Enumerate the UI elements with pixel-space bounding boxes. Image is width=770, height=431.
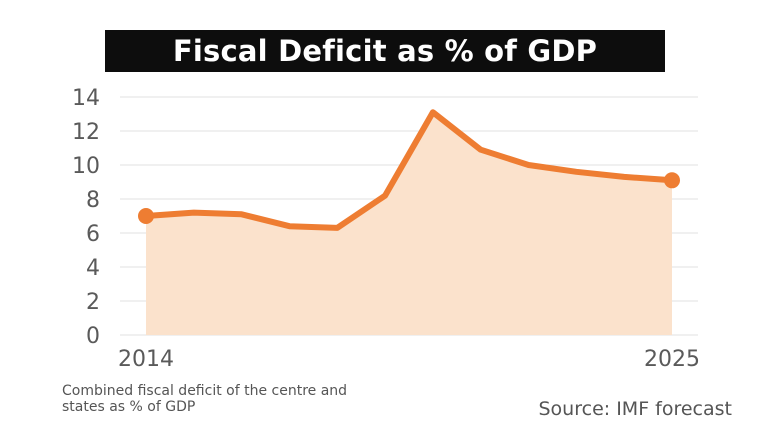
- y-tick-label: 10: [72, 154, 100, 179]
- y-tick-label: 0: [86, 324, 100, 349]
- deficit-line: [143, 109, 675, 231]
- endpoint-markers: [138, 172, 680, 224]
- y-tick-label: 6: [86, 222, 100, 247]
- chart-title: Fiscal Deficit as % of GDP: [105, 30, 665, 72]
- y-axis-ticks: 0 2 4 6 8 10 12 14: [72, 86, 100, 349]
- data-point-2014: [138, 208, 154, 224]
- x-tick-label: 2014: [118, 347, 174, 372]
- deficit-area: [146, 112, 672, 335]
- data-point-2025: [664, 172, 680, 189]
- y-tick-label: 12: [72, 120, 100, 145]
- y-tick-label: 4: [86, 256, 100, 281]
- source-note: Source: IMF forecast: [538, 398, 733, 420]
- y-tick-label: 14: [72, 86, 100, 111]
- x-axis-ticks: 2014 2025: [118, 347, 700, 372]
- y-tick-label: 2: [86, 290, 100, 315]
- y-tick-label: 8: [86, 188, 100, 213]
- x-tick-label: 2025: [644, 347, 700, 372]
- footnote: Combined fiscal deficit of the centre an…: [62, 383, 348, 415]
